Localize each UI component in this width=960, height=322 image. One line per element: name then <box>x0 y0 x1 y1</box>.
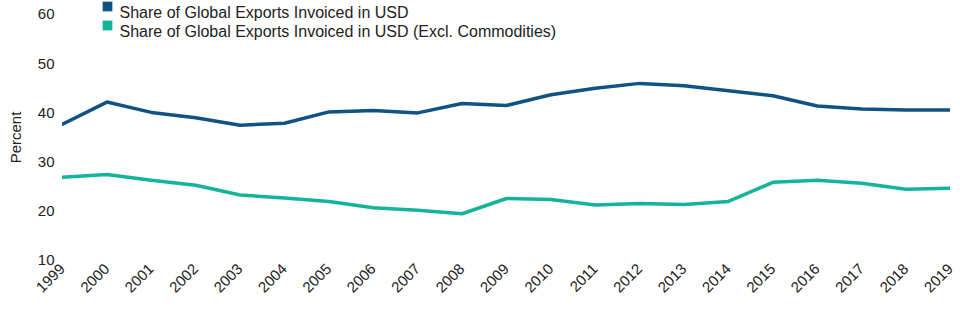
svg-text:2001: 2001 <box>121 260 157 296</box>
svg-text:2018: 2018 <box>876 260 912 296</box>
svg-text:2010: 2010 <box>521 260 557 296</box>
svg-text:2008: 2008 <box>432 260 468 296</box>
svg-text:2005: 2005 <box>299 260 335 296</box>
svg-text:2013: 2013 <box>654 260 690 296</box>
svg-text:Share of Global Exports Invoic: Share of Global Exports Invoiced in USD <box>120 4 409 21</box>
svg-text:2002: 2002 <box>166 260 202 296</box>
svg-text:2009: 2009 <box>476 260 512 296</box>
svg-text:50: 50 <box>38 55 55 72</box>
svg-text:2006: 2006 <box>343 260 379 296</box>
svg-text:2014: 2014 <box>698 260 734 296</box>
svg-text:2019: 2019 <box>920 260 956 296</box>
svg-text:2007: 2007 <box>388 260 424 296</box>
svg-text:2000: 2000 <box>77 260 113 296</box>
svg-text:40: 40 <box>38 104 55 121</box>
svg-text:2012: 2012 <box>610 260 646 296</box>
svg-text:2017: 2017 <box>832 260 868 296</box>
svg-text:10: 10 <box>37 251 55 269</box>
svg-text:2016: 2016 <box>787 260 823 296</box>
svg-text:Percent: Percent <box>7 111 24 164</box>
svg-text:Share of Global Exports Invoic: Share of Global Exports Invoiced in USD … <box>120 23 557 40</box>
svg-text:20: 20 <box>38 202 55 219</box>
svg-text:2004: 2004 <box>254 260 290 296</box>
svg-text:1999: 1999 <box>32 260 68 296</box>
svg-text:2003: 2003 <box>210 260 246 296</box>
svg-text:2015: 2015 <box>743 260 779 296</box>
svg-text:30: 30 <box>38 153 55 170</box>
svg-text:2011: 2011 <box>566 260 601 295</box>
svg-text:60: 60 <box>38 5 55 22</box>
